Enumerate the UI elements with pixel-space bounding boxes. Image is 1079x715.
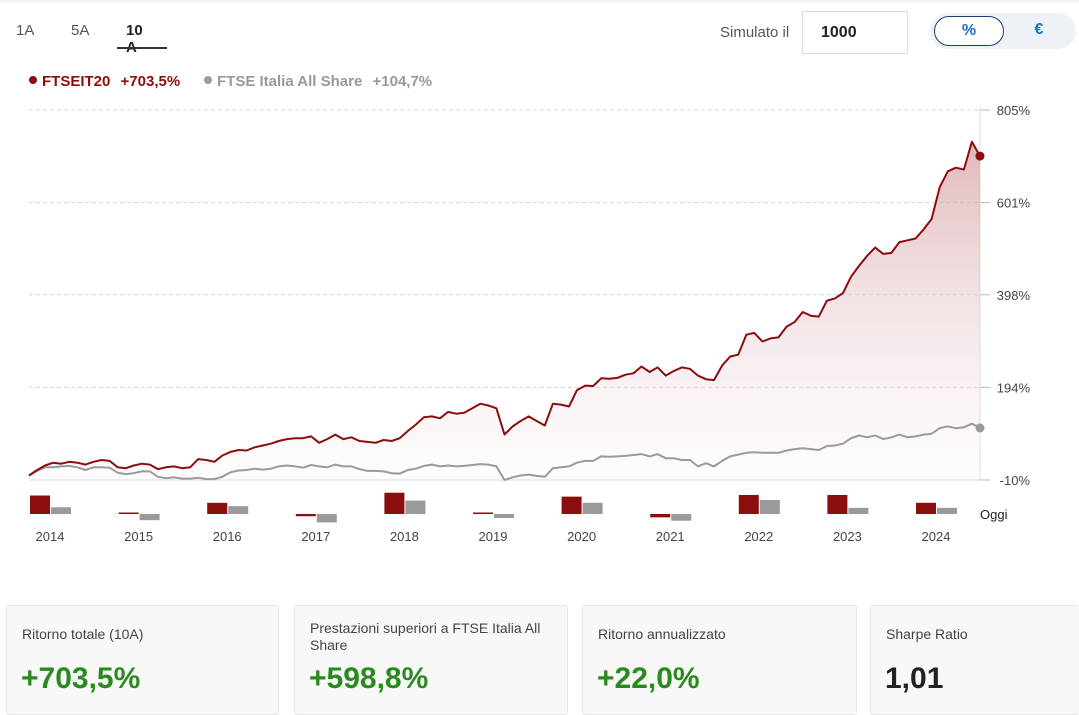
stat-label: Prestazioni superiori a FTSE Italia All … xyxy=(310,620,541,653)
simulator-amount-input[interactable] xyxy=(802,11,908,54)
y-tick-label: 805% xyxy=(997,103,1031,118)
annual-return-bar xyxy=(30,495,50,514)
stat-label: Sharpe Ratio xyxy=(886,626,968,642)
active-tab-indicator xyxy=(117,47,167,49)
primary-series-line xyxy=(28,140,981,477)
annual-return-bar xyxy=(650,514,671,518)
percent-toggle-button[interactable]: % xyxy=(934,16,1004,46)
legend-benchmark-value: +104,7% xyxy=(372,73,433,90)
legend-primary: FTSEIT20 +703,5% xyxy=(29,73,180,90)
annual-return-bar xyxy=(207,502,228,514)
annual-return-bar xyxy=(295,514,316,517)
x-tick-label: 2016 xyxy=(213,529,242,544)
x-tick-label: 2015 xyxy=(124,529,153,544)
annual-return-bar xyxy=(118,512,139,514)
stat-label: Ritorno totale (10A) xyxy=(22,626,144,642)
euro-toggle-button[interactable]: € xyxy=(1034,21,1044,38)
tab-1a[interactable]: 1A xyxy=(16,22,35,39)
stat-value: +703,5% xyxy=(21,662,141,695)
x-tick-label: 2014 xyxy=(36,529,65,544)
performance-chart: 805% 601% 398% 194% -10% 2014 2015 2016 2017 2018… xyxy=(28,103,1031,544)
x-tick-label: 2024 xyxy=(922,529,951,544)
y-tick-label: 398% xyxy=(997,288,1031,303)
tab-10a[interactable]: 10 A xyxy=(126,22,143,56)
stat-card-total-return: Ritorno totale (10A) +703,5% xyxy=(6,605,279,715)
stat-card-outperformance: Prestazioni superiori a FTSE Italia All … xyxy=(294,605,568,715)
annual-return-bar xyxy=(582,502,603,514)
annual-return-bar xyxy=(384,492,405,514)
x-tick-label: 2017 xyxy=(301,529,330,544)
benchmark-series-line xyxy=(28,422,981,481)
annual-return-bar xyxy=(738,494,759,514)
annual-return-bar xyxy=(405,500,426,514)
annual-return-bar xyxy=(228,506,249,514)
annual-return-bar xyxy=(316,514,337,523)
annual-return-bar xyxy=(51,507,71,514)
x-tick-label: 2023 xyxy=(833,529,862,544)
legend-primary-value: +703,5% xyxy=(120,73,181,90)
simulator-label: Simulato il xyxy=(720,24,790,41)
x-tick-label: 2020 xyxy=(567,529,596,544)
y-tick-label: 194% xyxy=(997,380,1031,395)
x-tick-label: 2021 xyxy=(656,529,685,544)
annual-return-bar xyxy=(494,514,514,518)
stat-value: 1,01 xyxy=(885,662,944,695)
today-label: Oggi xyxy=(980,507,1008,522)
tab-5a[interactable]: 5A xyxy=(71,22,90,39)
stats-cards: Ritorno totale (10A) +703,5% Prestazioni… xyxy=(0,605,1079,715)
annual-return-bar xyxy=(473,512,493,514)
annual-return-bar xyxy=(937,507,957,514)
y-tick-label: 601% xyxy=(997,196,1031,211)
benchmark-dot-icon xyxy=(204,76,212,85)
legend-primary-name: FTSEIT20 xyxy=(42,73,111,90)
annual-return-bar xyxy=(759,500,780,514)
annual-return-bar xyxy=(848,507,869,514)
annual-return-bar xyxy=(561,496,582,514)
annual-return-bar xyxy=(916,502,936,514)
annual-return-bar xyxy=(139,514,160,521)
legend-benchmark-name: FTSE Italia All Share xyxy=(217,73,363,90)
stat-card-annualized-return: Ritorno annualizzato +22,0% xyxy=(582,605,857,715)
x-tick-label: 2022 xyxy=(744,529,773,544)
legend-benchmark: FTSE Italia All Share +104,7% xyxy=(204,73,432,90)
primary-area-fill xyxy=(29,141,980,481)
x-tick-label: 2019 xyxy=(479,529,508,544)
stat-value: +22,0% xyxy=(597,662,700,695)
top-shadow xyxy=(0,0,1079,6)
x-tick-label: 2018 xyxy=(390,529,419,544)
annual-return-bar xyxy=(827,494,848,514)
stat-value: +598,8% xyxy=(309,662,429,695)
y-tick-label: -10% xyxy=(1000,473,1031,488)
annual-return-bar xyxy=(671,514,692,521)
primary-dot-icon xyxy=(29,76,37,85)
primary-end-point xyxy=(975,151,985,161)
benchmark-end-point xyxy=(975,423,985,433)
unit-toggle: % € xyxy=(930,13,1076,49)
stat-card-sharpe-ratio: Sharpe Ratio 1,01 xyxy=(870,605,1079,715)
stat-label: Ritorno annualizzato xyxy=(598,626,726,642)
